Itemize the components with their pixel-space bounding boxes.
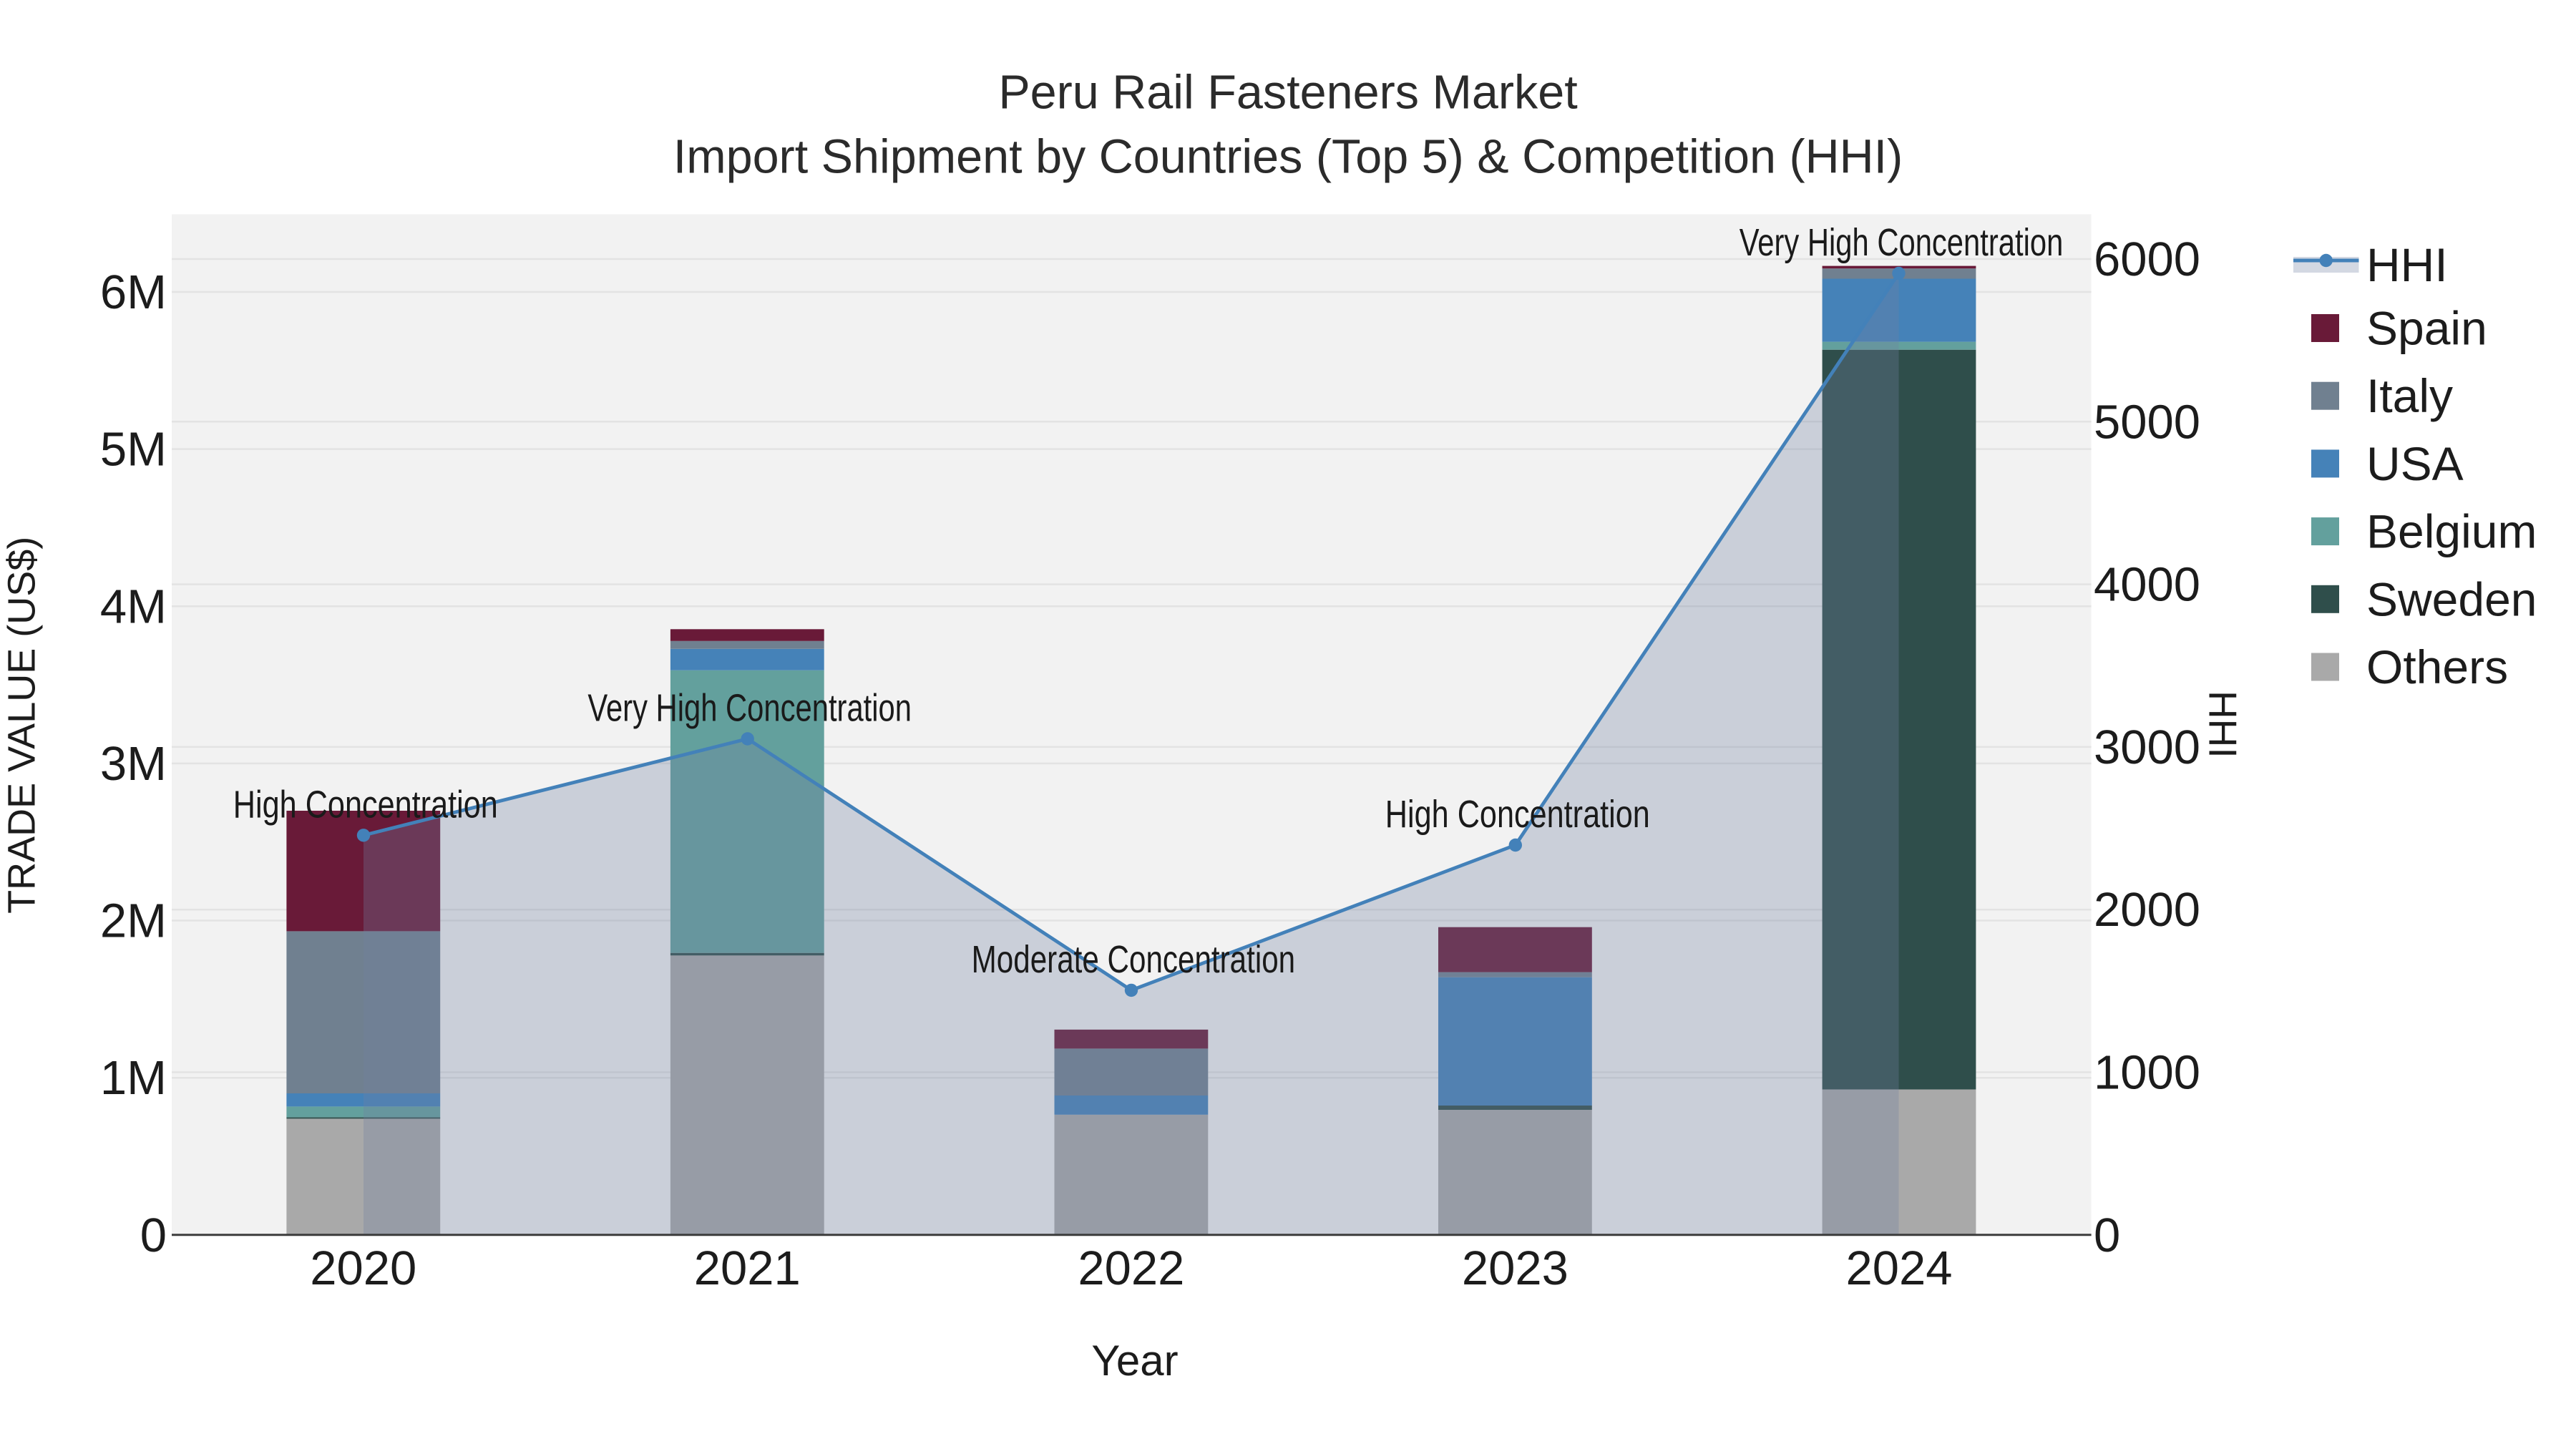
svg-text:Others: Others [2366,640,2508,693]
svg-text:High Concentration: High Concentration [233,783,498,826]
svg-text:2023: 2023 [1462,1241,1568,1295]
svg-text:2022: 2022 [1078,1241,1184,1295]
svg-text:Sweden: Sweden [2366,572,2537,625]
svg-text:3M: 3M [100,737,167,791]
svg-text:2M: 2M [100,894,167,948]
svg-text:2024: 2024 [1845,1241,1952,1295]
svg-text:USA: USA [2366,437,2464,490]
svg-text:0: 0 [140,1209,167,1262]
svg-text:3000: 3000 [2094,721,2200,774]
svg-text:Year: Year [1091,1337,1178,1385]
svg-text:6000: 6000 [2094,233,2200,286]
svg-text:1M: 1M [100,1051,167,1105]
svg-text:Moderate Concentration: Moderate Concentration [972,938,1296,981]
svg-text:High Concentration: High Concentration [1385,793,1650,836]
svg-text:Spain: Spain [2366,302,2487,355]
svg-text:2000: 2000 [2094,883,2200,937]
svg-text:Very High Concentration: Very High Concentration [587,687,912,730]
svg-text:6M: 6M [100,265,167,319]
svg-text:5M: 5M [100,423,167,477]
svg-text:0: 0 [2094,1209,2120,1262]
svg-text:1000: 1000 [2094,1046,2200,1100]
svg-text:4000: 4000 [2094,558,2200,612]
svg-text:HHI: HHI [2366,238,2448,291]
svg-text:4M: 4M [100,580,167,633]
svg-text:2020: 2020 [310,1241,416,1295]
svg-text:Very High Concentration: Very High Concentration [1740,221,2064,264]
svg-text:TRADE VALUE (US$): TRADE VALUE (US$) [0,537,43,914]
svg-text:Italy: Italy [2366,369,2453,422]
svg-text:Peru Rail Fasteners Market: Peru Rail Fasteners Market [998,67,1577,119]
svg-text:Import Shipment by Countries (: Import Shipment by Countries (Top 5) & C… [673,131,1903,184]
svg-text:HHI: HHI [2200,691,2245,758]
svg-text:5000: 5000 [2094,395,2200,449]
svg-text:Belgium: Belgium [2366,505,2537,558]
svg-text:2021: 2021 [694,1241,801,1295]
